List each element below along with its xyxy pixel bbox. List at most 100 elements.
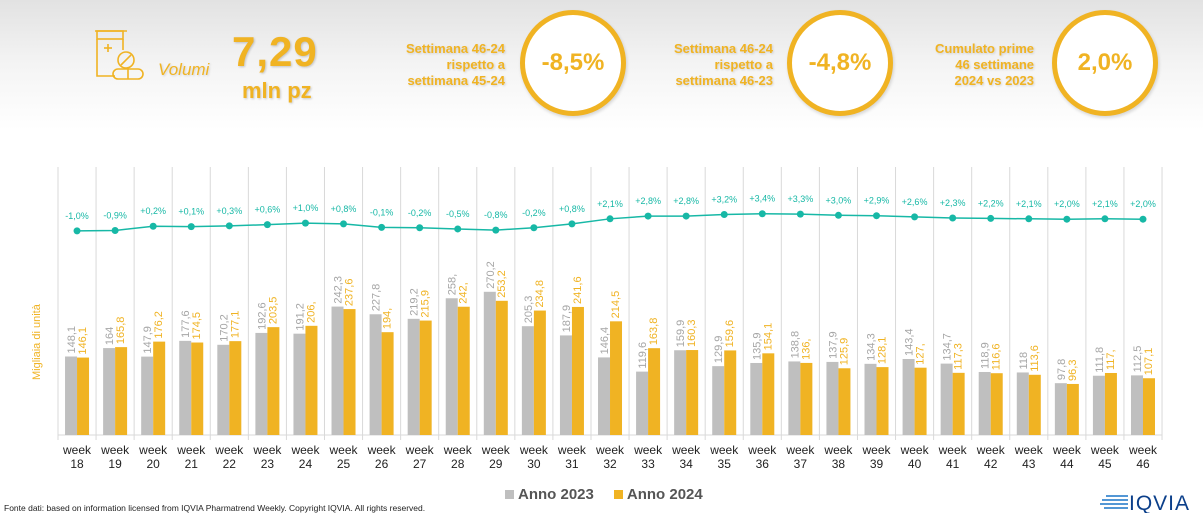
data-label-2023: 177,6 bbox=[180, 310, 192, 338]
chart-legend: Anno 2023 Anno 2024 bbox=[505, 486, 703, 503]
data-label-2024: 146,1 bbox=[77, 327, 89, 355]
stat-line: settimana 45-24 bbox=[407, 73, 505, 88]
data-label-2023: 164 bbox=[104, 327, 116, 345]
growth-label: +2,1% bbox=[597, 199, 623, 209]
x-tick-label: week bbox=[443, 443, 473, 457]
kpi-value: 7,29 bbox=[232, 28, 318, 75]
data-label-2023: 97,8 bbox=[1056, 359, 1068, 380]
kpi-unit: mln pz bbox=[242, 78, 312, 103]
growth-point bbox=[111, 227, 119, 235]
growth-label: +2,9% bbox=[864, 196, 890, 206]
bar-2023 bbox=[65, 356, 78, 435]
x-tick-label: 24 bbox=[299, 457, 313, 471]
bar-2023 bbox=[1130, 375, 1143, 435]
x-tick-label: 29 bbox=[489, 457, 503, 471]
stat-circle-yoy: -4,8% bbox=[787, 10, 893, 116]
x-tick-label: week bbox=[1014, 443, 1044, 457]
stat-line: 2024 vs 2023 bbox=[954, 73, 1034, 88]
x-tick-label: 19 bbox=[108, 457, 122, 471]
x-tick-label: week bbox=[900, 443, 930, 457]
x-tick-label: 42 bbox=[984, 457, 998, 471]
data-label-2024: 176,2 bbox=[153, 311, 165, 339]
legend-label-2023: Anno 2023 bbox=[518, 486, 594, 503]
stat-description-weekly: Settimana 46-24 rispetto a settimana 45-… bbox=[365, 41, 505, 89]
bar-2023 bbox=[217, 344, 230, 435]
legend-item-2023: Anno 2023 bbox=[505, 486, 594, 503]
bar-2024 bbox=[229, 341, 242, 435]
bar-2023 bbox=[407, 318, 420, 435]
growth-label: -0,2% bbox=[522, 208, 546, 218]
legend-label-2024: Anno 2024 bbox=[626, 486, 703, 503]
bar-2024 bbox=[800, 362, 813, 435]
bar-2024 bbox=[457, 306, 470, 435]
growth-label: +2,1% bbox=[1016, 199, 1042, 209]
data-label-2023: 111,8 bbox=[1094, 347, 1106, 373]
data-label-2023: 134,7 bbox=[942, 333, 954, 361]
x-tick-label: 30 bbox=[527, 457, 541, 471]
growth-label: +2,0% bbox=[1054, 199, 1080, 209]
x-tick-label: 39 bbox=[870, 457, 884, 471]
x-tick-label: 37 bbox=[794, 457, 808, 471]
x-tick-label: 23 bbox=[261, 457, 275, 471]
x-tick-label: 33 bbox=[641, 457, 655, 471]
data-label-2024: 194, bbox=[382, 308, 394, 329]
data-label-2023: 146,4 bbox=[599, 327, 611, 355]
data-label-2024: 154,1 bbox=[762, 323, 774, 351]
data-label-2023: 159,9 bbox=[675, 320, 687, 348]
bar-2023 bbox=[902, 358, 915, 435]
growth-point bbox=[1025, 215, 1033, 223]
stat-line: settimana 46-23 bbox=[675, 73, 773, 88]
data-label-2024: 127, bbox=[915, 343, 927, 364]
growth-point bbox=[340, 220, 348, 228]
growth-label: -0,2% bbox=[408, 208, 432, 218]
x-tick-label: 28 bbox=[451, 457, 465, 471]
data-label-2023: 270,2 bbox=[485, 261, 497, 289]
stat-line: rispetto a bbox=[714, 57, 773, 72]
data-label-2024: 163,8 bbox=[648, 318, 660, 346]
data-label-2023: 147,9 bbox=[142, 326, 154, 354]
growth-label: +0,1% bbox=[178, 207, 204, 217]
x-tick-label: 44 bbox=[1060, 457, 1074, 471]
data-label-2024: 160,3 bbox=[686, 320, 698, 348]
stat-circle-cumulative: 2,0% bbox=[1052, 10, 1158, 116]
data-label-2024: 136, bbox=[800, 338, 812, 359]
bar-2024 bbox=[610, 321, 623, 435]
x-tick-label: 20 bbox=[146, 457, 160, 471]
growth-point bbox=[187, 223, 195, 231]
data-label-2023: 227,8 bbox=[371, 284, 383, 312]
growth-point bbox=[987, 214, 995, 222]
x-tick-label: week bbox=[1128, 443, 1158, 457]
stat-line: rispetto a bbox=[446, 57, 505, 72]
data-label-2023: 170,2 bbox=[218, 314, 230, 342]
data-label-2023: 187,9 bbox=[561, 305, 573, 333]
growth-label: -0,1% bbox=[370, 207, 394, 217]
x-tick-label: 38 bbox=[832, 457, 846, 471]
growth-point bbox=[1139, 215, 1147, 223]
data-label-2023: 129,9 bbox=[713, 336, 725, 364]
bar-2024 bbox=[1104, 372, 1117, 435]
data-label-2023: 148,1 bbox=[66, 326, 78, 354]
growth-point bbox=[530, 224, 538, 232]
bar-2024 bbox=[914, 367, 927, 435]
source-note: Fonte dati: based on information license… bbox=[4, 503, 426, 513]
growth-label: +3,4% bbox=[749, 194, 775, 204]
x-tick-label: week bbox=[595, 443, 625, 457]
growth-point bbox=[834, 211, 842, 219]
growth-point bbox=[73, 227, 81, 235]
data-label-2024: 242, bbox=[458, 282, 470, 303]
data-label-2024: 203,5 bbox=[267, 297, 279, 325]
x-tick-label: week bbox=[329, 443, 359, 457]
growth-label: +2,8% bbox=[635, 196, 661, 206]
x-tick-label: 27 bbox=[413, 457, 427, 471]
bar-2023 bbox=[483, 291, 496, 435]
x-tick-label: week bbox=[367, 443, 397, 457]
bar-2023 bbox=[331, 306, 344, 435]
bar-2024 bbox=[533, 310, 546, 435]
growth-label: +0,2% bbox=[140, 206, 166, 216]
x-tick-label: 21 bbox=[185, 457, 199, 471]
growth-point bbox=[606, 215, 614, 223]
bar-2023 bbox=[864, 363, 877, 435]
bar-2023 bbox=[750, 362, 763, 435]
growth-point bbox=[378, 223, 386, 231]
